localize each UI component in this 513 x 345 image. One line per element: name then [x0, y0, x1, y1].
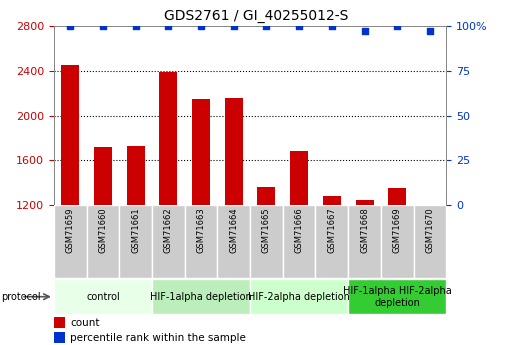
- Text: HIF-1alpha HIF-2alpha
depletion: HIF-1alpha HIF-2alpha depletion: [343, 286, 451, 307]
- Point: [262, 23, 270, 29]
- Text: GSM71663: GSM71663: [196, 207, 206, 253]
- Point: [230, 23, 238, 29]
- Text: protocol: protocol: [1, 292, 41, 302]
- Text: GSM71659: GSM71659: [66, 207, 75, 253]
- Point: [361, 29, 369, 34]
- Point: [66, 23, 74, 29]
- Bar: [185, 205, 218, 278]
- Bar: [94, 147, 112, 205]
- Text: GSM71669: GSM71669: [393, 207, 402, 253]
- Point: [426, 29, 434, 34]
- Bar: [127, 146, 145, 205]
- Bar: [356, 200, 373, 205]
- Bar: [87, 205, 119, 278]
- Bar: [54, 279, 152, 314]
- Point: [164, 23, 172, 29]
- Point: [328, 23, 336, 29]
- Text: GSM71670: GSM71670: [425, 207, 435, 253]
- Text: GSM71665: GSM71665: [262, 207, 271, 253]
- Bar: [225, 98, 243, 205]
- Bar: [61, 65, 79, 205]
- Text: GSM71660: GSM71660: [98, 207, 107, 253]
- Bar: [323, 196, 341, 205]
- Bar: [250, 205, 283, 278]
- Bar: [348, 279, 446, 314]
- Bar: [290, 151, 308, 205]
- Bar: [152, 205, 185, 278]
- Bar: [381, 205, 413, 278]
- Point: [131, 23, 140, 29]
- Bar: [348, 205, 381, 278]
- Bar: [119, 205, 152, 278]
- Text: HIF-2alpha depletion: HIF-2alpha depletion: [248, 292, 350, 302]
- Text: percentile rank within the sample: percentile rank within the sample: [70, 333, 246, 343]
- Bar: [413, 205, 446, 278]
- Bar: [54, 205, 87, 278]
- Text: GSM71662: GSM71662: [164, 207, 173, 253]
- Bar: [258, 187, 275, 205]
- Point: [99, 23, 107, 29]
- Bar: [152, 279, 250, 314]
- Text: GSM71666: GSM71666: [294, 207, 304, 253]
- Bar: [192, 99, 210, 205]
- Point: [393, 23, 401, 29]
- Text: GSM71664: GSM71664: [229, 207, 238, 253]
- Text: count: count: [70, 318, 100, 328]
- Bar: [54, 332, 65, 343]
- Text: control: control: [86, 292, 120, 302]
- Text: HIF-1alpha depletion: HIF-1alpha depletion: [150, 292, 252, 302]
- Bar: [388, 188, 406, 205]
- Text: GSM71661: GSM71661: [131, 207, 140, 253]
- Point: [197, 23, 205, 29]
- Bar: [283, 205, 315, 278]
- Point: [295, 23, 303, 29]
- Bar: [218, 205, 250, 278]
- Bar: [54, 317, 65, 328]
- Bar: [160, 72, 177, 205]
- Text: GDS2761 / GI_40255012-S: GDS2761 / GI_40255012-S: [164, 9, 349, 23]
- Bar: [250, 279, 348, 314]
- Text: GSM71668: GSM71668: [360, 207, 369, 253]
- Text: GSM71667: GSM71667: [327, 207, 337, 253]
- Bar: [315, 205, 348, 278]
